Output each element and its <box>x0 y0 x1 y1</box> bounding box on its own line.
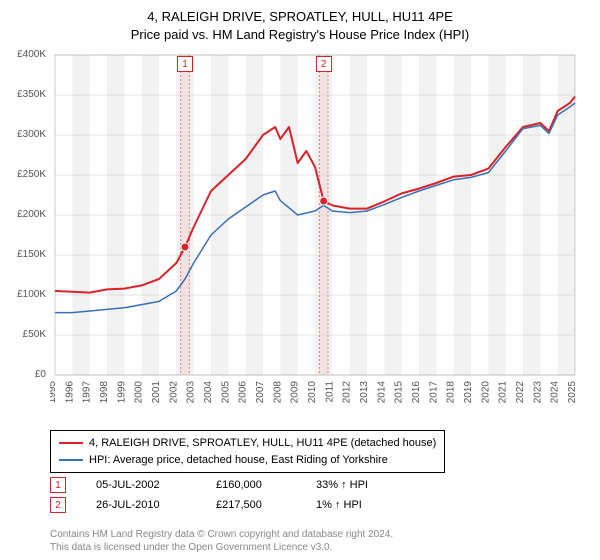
svg-text:2000: 2000 <box>134 381 145 404</box>
svg-text:2021: 2021 <box>498 381 509 404</box>
y-tick-label: £300K <box>0 129 46 140</box>
svg-text:2010: 2010 <box>307 381 318 404</box>
chart-sale-badge-1: 1 <box>177 56 193 72</box>
footer: Contains HM Land Registry data © Crown c… <box>50 528 393 554</box>
sale-date-2: 26-JUL-2010 <box>96 499 186 511</box>
svg-text:2004: 2004 <box>203 381 214 404</box>
legend-swatch-property <box>59 442 83 444</box>
sale-badge-2: 2 <box>50 497 66 513</box>
svg-text:2017: 2017 <box>428 381 439 404</box>
legend-row-hpi: HPI: Average price, detached house, East… <box>59 452 436 469</box>
svg-text:2012: 2012 <box>342 381 353 404</box>
legend: 4, RALEIGH DRIVE, SPROATLEY, HULL, HU11 … <box>50 430 445 473</box>
y-tick-label: £400K <box>0 49 46 60</box>
title-line1: 4, RALEIGH DRIVE, SPROATLEY, HULL, HU11 … <box>0 8 600 26</box>
svg-text:1995: 1995 <box>50 381 58 404</box>
sales-table: 1 05-JUL-2002 £160,000 33% ↑ HPI 2 26-JU… <box>50 475 396 515</box>
legend-label-hpi: HPI: Average price, detached house, East… <box>89 452 388 469</box>
svg-text:2002: 2002 <box>168 381 179 404</box>
svg-text:2015: 2015 <box>394 381 405 404</box>
svg-text:2022: 2022 <box>515 381 526 404</box>
footer-line2: This data is licensed under the Open Gov… <box>50 541 393 554</box>
svg-text:2014: 2014 <box>376 381 387 404</box>
y-tick-label: £350K <box>0 89 46 100</box>
sale-diff-2: 1% ↑ HPI <box>316 499 396 511</box>
price-chart: 1995 1996 1997 1998 1999 2000 2001 2002 2003 2004… <box>50 50 580 420</box>
svg-text:2016: 2016 <box>411 381 422 404</box>
sale-row-1: 1 05-JUL-2002 £160,000 33% ↑ HPI <box>50 475 396 495</box>
svg-text:2020: 2020 <box>480 381 491 404</box>
sale-diff-1: 33% ↑ HPI <box>316 479 396 491</box>
svg-text:2005: 2005 <box>220 381 231 404</box>
title-line2: Price paid vs. HM Land Registry's House … <box>0 26 600 44</box>
svg-text:2019: 2019 <box>463 381 474 404</box>
svg-text:2009: 2009 <box>290 381 301 404</box>
legend-swatch-hpi <box>59 459 83 461</box>
chart-sale-badge-2: 2 <box>316 56 332 72</box>
sale-badge-1: 1 <box>50 477 66 493</box>
y-tick-label: £250K <box>0 169 46 180</box>
svg-text:2025: 2025 <box>567 381 578 404</box>
chart-container: 4, RALEIGH DRIVE, SPROATLEY, HULL, HU11 … <box>0 0 600 560</box>
sale-row-2: 2 26-JUL-2010 £217,500 1% ↑ HPI <box>50 495 396 515</box>
svg-text:2006: 2006 <box>238 381 249 404</box>
svg-text:2001: 2001 <box>151 381 162 404</box>
legend-label-property: 4, RALEIGH DRIVE, SPROATLEY, HULL, HU11 … <box>89 435 436 452</box>
legend-row-property: 4, RALEIGH DRIVE, SPROATLEY, HULL, HU11 … <box>59 435 436 452</box>
svg-text:2023: 2023 <box>532 381 543 404</box>
y-tick-label: £50K <box>0 329 46 340</box>
sale-price-1: £160,000 <box>216 479 286 491</box>
title-block: 4, RALEIGH DRIVE, SPROATLEY, HULL, HU11 … <box>0 0 600 43</box>
svg-text:1999: 1999 <box>116 381 127 404</box>
y-tick-label: £200K <box>0 209 46 220</box>
svg-text:1997: 1997 <box>82 381 93 404</box>
svg-text:2013: 2013 <box>359 381 370 404</box>
y-tick-label: £150K <box>0 249 46 260</box>
svg-text:2011: 2011 <box>324 381 335 403</box>
svg-text:2003: 2003 <box>186 381 197 404</box>
sale-date-1: 05-JUL-2002 <box>96 479 186 491</box>
y-tick-label: £0 <box>0 369 46 380</box>
svg-text:2024: 2024 <box>550 381 561 404</box>
svg-text:1998: 1998 <box>99 381 110 404</box>
svg-text:2008: 2008 <box>272 381 283 404</box>
svg-text:2018: 2018 <box>446 381 457 404</box>
sale-price-2: £217,500 <box>216 499 286 511</box>
y-tick-label: £100K <box>0 289 46 300</box>
footer-line1: Contains HM Land Registry data © Crown c… <box>50 528 393 541</box>
svg-text:2007: 2007 <box>255 381 266 404</box>
svg-text:1996: 1996 <box>64 381 75 404</box>
